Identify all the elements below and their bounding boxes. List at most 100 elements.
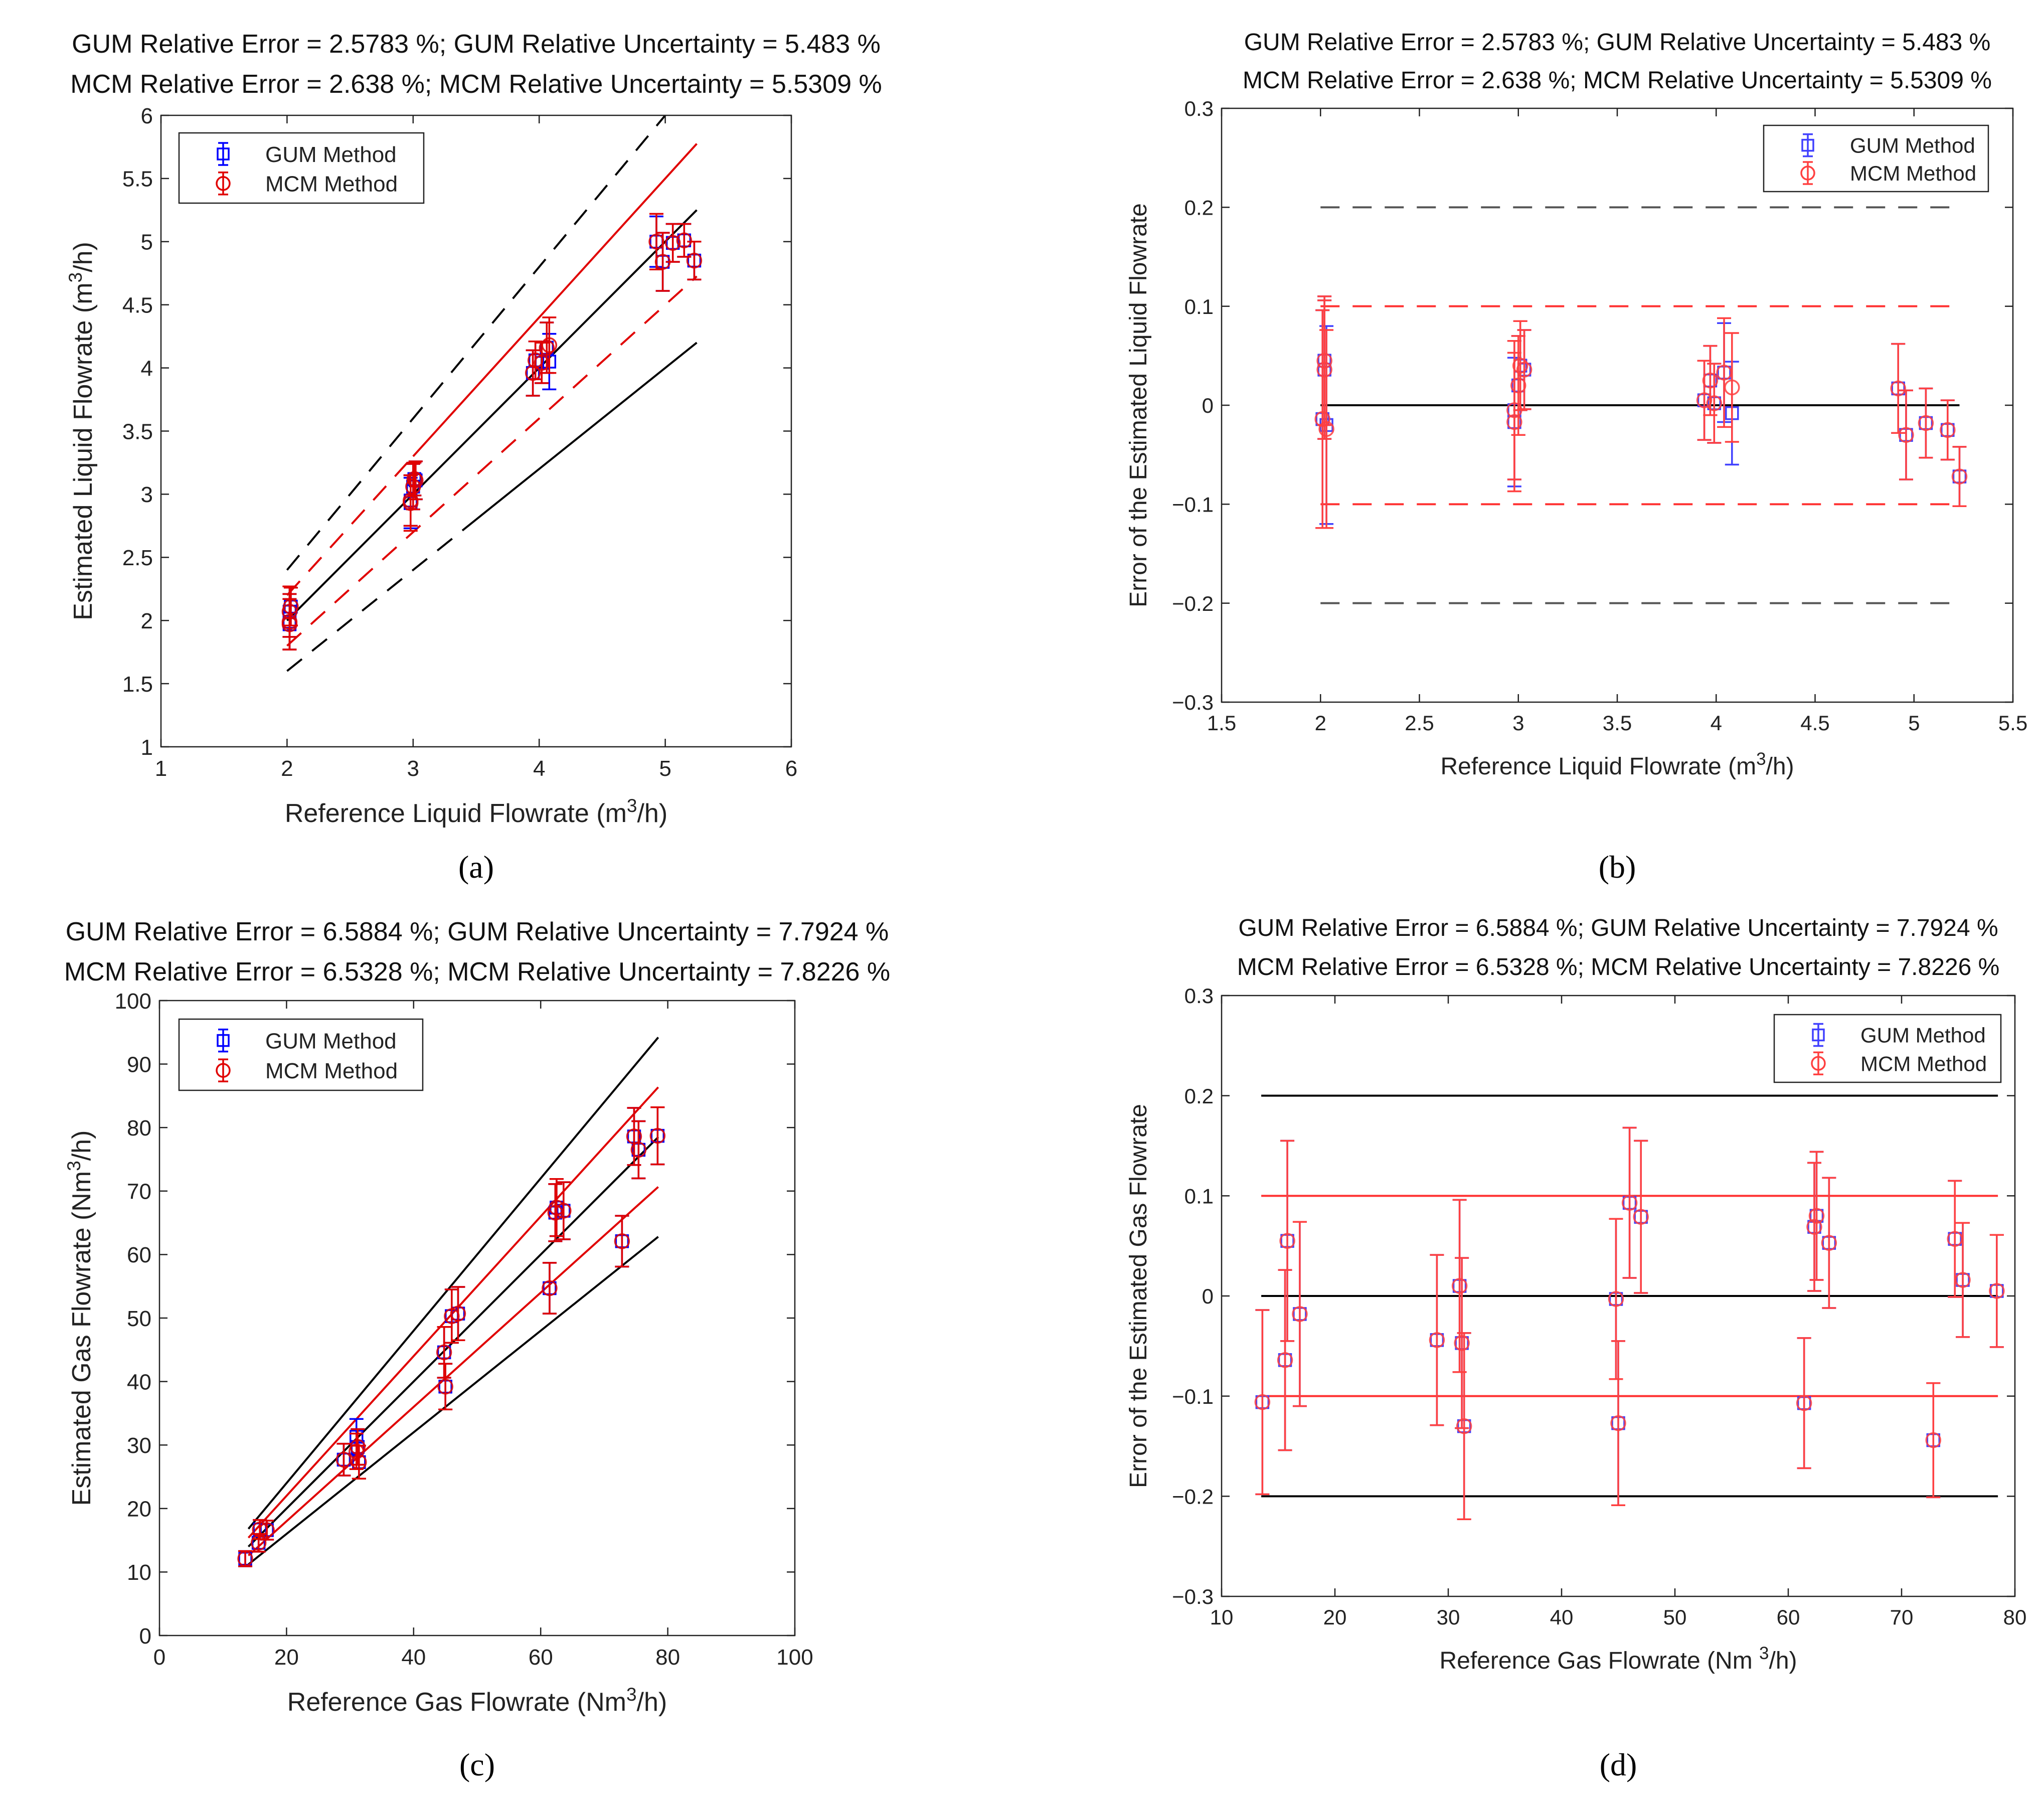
data-point xyxy=(1506,414,1522,430)
chart-title-line: MCM Relative Error = 6.5328 %; MCM Relat… xyxy=(1237,954,2000,981)
y-tick-label: 0.1 xyxy=(1184,1184,1214,1208)
reference-line xyxy=(286,519,477,672)
x-tick-label: 3 xyxy=(407,756,419,781)
data-point xyxy=(1456,1418,1472,1434)
x-tick-label: 3 xyxy=(1512,711,1524,735)
data-point xyxy=(408,472,424,488)
legend-label: GUM Method xyxy=(1860,1024,1986,1047)
series-circle xyxy=(1254,1126,2005,1521)
chart-panel-c: GUM Relative Error = 6.5884 %; GUM Relat… xyxy=(64,917,891,1782)
error-bar xyxy=(548,1183,563,1242)
error-bar xyxy=(1511,335,1525,436)
error-bar xyxy=(1948,1180,1962,1298)
error-bar xyxy=(1513,320,1527,411)
reference-line xyxy=(247,1086,659,1539)
error-bar xyxy=(1611,1340,1625,1507)
legend-entry-square: GUM Method xyxy=(1812,1023,1986,1047)
data-point xyxy=(1510,377,1526,394)
error-bar xyxy=(1609,1218,1623,1380)
chart-title-line: MCM Relative Error = 2.638 %; MCM Relati… xyxy=(70,70,882,99)
x-tick-label: 40 xyxy=(401,1645,426,1670)
data-point xyxy=(1918,415,1934,431)
series-circle xyxy=(281,213,703,650)
error-bar xyxy=(1952,446,1967,508)
reference-lines xyxy=(286,115,698,672)
legend-label: MCM Method xyxy=(1860,1052,1987,1075)
reference-line xyxy=(286,275,698,647)
chart-title-line: GUM Relative Error = 2.5783 %; GUM Relat… xyxy=(1244,29,1991,56)
legend-marker-circle xyxy=(1800,166,1815,181)
reference-line xyxy=(247,1037,659,1530)
legend-entry-circle: MCM Method xyxy=(1800,161,1976,185)
data-point xyxy=(614,1233,630,1249)
legend-marker-circle xyxy=(216,1063,231,1078)
data-point xyxy=(1318,421,1334,437)
data-point xyxy=(1512,358,1528,374)
y-tick-label: 0.3 xyxy=(1184,97,1214,120)
reference-line xyxy=(286,455,414,596)
x-tick-label: 2.5 xyxy=(1405,711,1434,735)
x-tick-label: 5 xyxy=(659,756,671,781)
data-point xyxy=(335,1451,352,1468)
data-point xyxy=(1292,1306,1308,1322)
y-tick-label: 0 xyxy=(1202,1284,1214,1308)
legend-box xyxy=(178,132,425,204)
legend-box xyxy=(178,1018,424,1091)
data-point xyxy=(1610,1415,1626,1431)
y-tick-label: 2.5 xyxy=(122,546,153,570)
legend-entry-square: GUM Method xyxy=(217,142,397,167)
y-tick-label: 0.1 xyxy=(1184,295,1214,318)
legend-box xyxy=(1763,124,1989,193)
x-tick-label: 30 xyxy=(1437,1605,1460,1629)
data-point xyxy=(1706,395,1723,411)
error-bar xyxy=(542,1262,557,1315)
data-point xyxy=(259,1522,275,1538)
reference-lines xyxy=(1320,206,1960,604)
reference-line xyxy=(248,1236,659,1565)
legend-box xyxy=(1773,1014,2002,1083)
data-point xyxy=(1279,1233,1295,1249)
y-tick-label: 50 xyxy=(127,1307,151,1331)
legend-entry-circle: MCM Method xyxy=(1811,1051,1987,1075)
chart-title-line: GUM Relative Error = 2.5783 %; GUM Relat… xyxy=(72,30,881,59)
legend-label: GUM Method xyxy=(265,1029,397,1053)
error-bar xyxy=(1707,363,1722,444)
y-tick-label: 40 xyxy=(127,1370,151,1394)
x-tick-label: 0 xyxy=(153,1645,165,1670)
legend-entry-circle: MCM Method xyxy=(216,1058,398,1083)
error-bar xyxy=(1926,1382,1941,1499)
legend-entry-square: GUM Method xyxy=(217,1028,397,1053)
x-axis-label: Reference Liquid Flowrate (m3/h) xyxy=(1440,749,1794,780)
data-point xyxy=(1429,1332,1445,1348)
data-point xyxy=(1796,1395,1812,1411)
chart-title-line: MCM Relative Error = 6.5328 %; MCM Relat… xyxy=(64,957,890,987)
data-point xyxy=(1806,1219,1822,1235)
y-tick-label: 20 xyxy=(127,1497,151,1522)
x-tick-label: 80 xyxy=(2003,1605,2027,1629)
legend: GUM Method MCM Method xyxy=(178,1018,424,1091)
error-bar xyxy=(687,241,702,281)
y-axis-label: Estimated Gas Flowrate (Nm3/h) xyxy=(64,1130,97,1506)
legend-marker-square xyxy=(1801,138,1814,152)
panel-label: (d) xyxy=(1600,1747,1637,1782)
reference-line xyxy=(412,143,698,457)
error-bar xyxy=(1989,1234,2004,1348)
data-point xyxy=(252,1521,268,1538)
reference-line xyxy=(475,342,698,521)
x-tick-label: 20 xyxy=(1323,1605,1347,1629)
data-point xyxy=(1955,1272,1971,1288)
x-tick-label: 1.5 xyxy=(1207,711,1236,735)
data-point xyxy=(403,495,419,511)
legend-entry-square: GUM Method xyxy=(1801,133,1975,157)
y-tick-label: 1 xyxy=(141,735,153,760)
error-bar xyxy=(526,349,540,397)
data-point xyxy=(630,1141,647,1158)
y-tick-label: 90 xyxy=(127,1052,151,1077)
data-point xyxy=(1898,427,1914,443)
legend-marker-circle xyxy=(1811,1056,1826,1071)
chart-title-line: MCM Relative Error = 2.638 %; MCM Relati… xyxy=(1243,67,1992,94)
x-axis-label: Reference Gas Flowrate (Nm3/h) xyxy=(287,1684,667,1717)
data-point xyxy=(406,471,423,487)
error-bar xyxy=(1430,1254,1444,1426)
x-tick-label: 6 xyxy=(785,756,797,781)
